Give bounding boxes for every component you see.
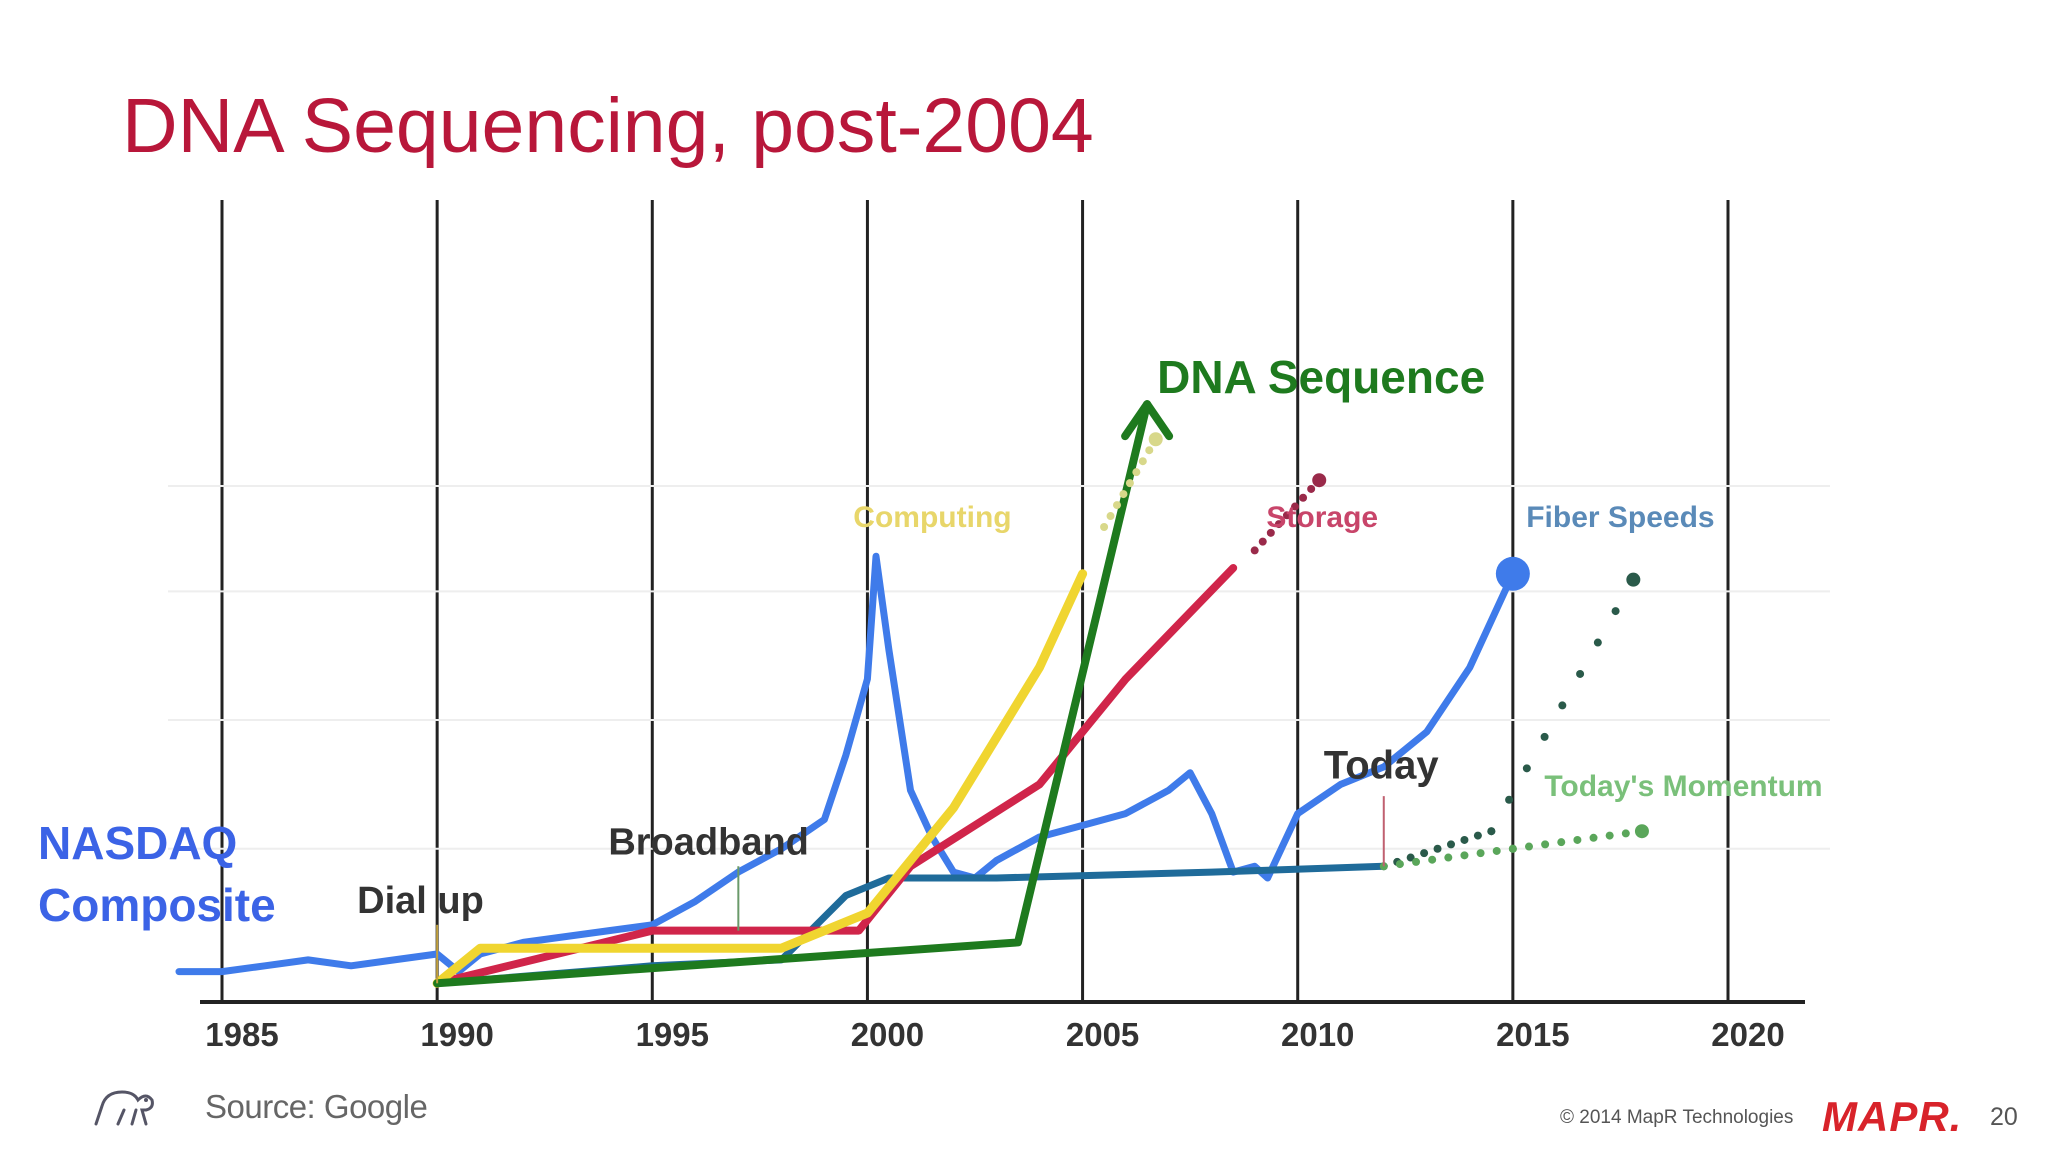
projection-dot-today-s-momentum	[1428, 855, 1437, 864]
projection-dot-fiber-speeds	[1522, 764, 1531, 773]
copyright-text: © 2014 MapR Technologies	[1560, 1107, 1794, 1128]
projection-dot-today-s-momentum	[1605, 831, 1614, 840]
projection-dot-fiber-speeds	[1487, 827, 1496, 836]
projection-dot-today-s-momentum	[1508, 844, 1517, 853]
projection-dot-computing	[1125, 479, 1134, 488]
projection-dot-storage	[1307, 484, 1316, 493]
projection-dot-storage	[1282, 511, 1291, 520]
annotation-storage: Storage	[1266, 501, 1378, 534]
projection-end-fiber-speeds	[1626, 572, 1641, 587]
projection-dot-storage	[1266, 528, 1275, 537]
projection-dot-storage	[1258, 537, 1267, 546]
projection-dot-fiber-speeds	[1576, 669, 1585, 678]
projection-dot-fiber-speeds	[1420, 849, 1429, 858]
projection-dot-storage	[1250, 546, 1259, 555]
projection-dot-computing	[1138, 457, 1147, 466]
projection-dot-today-s-momentum	[1395, 860, 1404, 869]
series-line-computing	[432, 569, 1088, 988]
projection-end-storage	[1312, 473, 1327, 488]
projection-dot-today-s-momentum	[1589, 833, 1598, 842]
projection-dot-fiber-speeds	[1447, 840, 1456, 849]
x-tick-label-2010: 2010	[1281, 1016, 1354, 1053]
x-tick-label-2015: 2015	[1496, 1016, 1569, 1053]
series-line-fiber-speeds	[433, 862, 1388, 987]
x-tick-label-1985: 1985	[205, 1016, 278, 1053]
projection-dot-fiber-speeds	[1406, 853, 1415, 862]
projection-dot-today-s-momentum	[1557, 838, 1566, 847]
annotation-today: Today	[1324, 744, 1440, 788]
projection-dot-today-s-momentum	[1444, 853, 1453, 862]
projection-dot-today-s-momentum	[1573, 835, 1582, 844]
projection-dot-today-s-momentum	[1524, 842, 1533, 851]
nasdaq-composite-label: NASDAQ Composite	[38, 812, 276, 936]
annotation-broadband: Broadband	[608, 822, 809, 864]
projection-dot-computing	[1145, 446, 1154, 455]
projection-dot-computing	[1106, 512, 1115, 521]
projection-dot-computing	[1132, 468, 1141, 477]
projection-dot-computing	[1112, 501, 1121, 510]
projection-dot-today-s-momentum	[1492, 846, 1501, 855]
projection-dot-today-s-momentum	[1476, 849, 1485, 858]
projection-dot-computing	[1119, 490, 1128, 499]
projection-dot-computing	[1100, 523, 1109, 531]
annotation-today-s-momentum: Today's Momentum	[1544, 770, 1822, 803]
mapr-logo: MAPR.	[1822, 1093, 1963, 1140]
nasdaq-end-marker	[1495, 556, 1530, 591]
x-tick-label-2020: 2020	[1711, 1016, 1784, 1053]
projection-dot-fiber-speeds	[1505, 795, 1514, 804]
projection-end-computing	[1148, 432, 1163, 447]
annotation-computing: Computing	[853, 501, 1011, 534]
source-text: Source: Google	[205, 1088, 428, 1125]
series-line-storage	[433, 564, 1238, 988]
projection-dot-storage	[1274, 520, 1283, 529]
annotation-dna-sequence: DNA Sequence	[1157, 351, 1485, 403]
projection-dot-storage	[1299, 493, 1308, 502]
x-tick-label-1995: 1995	[636, 1016, 709, 1053]
nasdaq-label-line1: NASDAQ	[38, 817, 238, 869]
mapr-elephant-icon	[88, 1080, 168, 1135]
annotation-dial-up: Dial up	[357, 880, 484, 922]
dna-arrowhead	[1121, 400, 1174, 441]
projection-dot-today-s-momentum	[1541, 840, 1550, 849]
x-tick-label-2000: 2000	[851, 1016, 924, 1053]
page-number: 20	[1990, 1103, 2018, 1131]
projection-dot-fiber-speeds	[1558, 701, 1567, 710]
slide-title: DNA Sequencing, post-2004	[122, 83, 1094, 169]
projection-dot-today-s-momentum	[1412, 857, 1421, 866]
projection-dot-fiber-speeds	[1473, 831, 1482, 840]
projection-dot-fiber-speeds	[1540, 732, 1549, 741]
projection-dot-fiber-speeds	[1611, 607, 1620, 616]
series-line-dna-sequence	[433, 400, 1152, 988]
x-tick-label-1990: 1990	[420, 1016, 493, 1053]
projection-dot-today-s-momentum	[1621, 829, 1630, 838]
annotation-fiber-speeds: Fiber Speeds	[1526, 501, 1714, 534]
projection-dot-storage	[1291, 502, 1300, 511]
projection-dot-fiber-speeds	[1593, 638, 1602, 647]
x-tick-label-2005: 2005	[1066, 1016, 1139, 1053]
nasdaq-label-line2: Composite	[38, 879, 276, 931]
projection-dot-fiber-speeds	[1433, 844, 1442, 853]
projection-dot-fiber-speeds	[1460, 835, 1469, 844]
projection-dot-today-s-momentum	[1460, 851, 1469, 860]
projection-end-today-s-momentum	[1634, 824, 1649, 839]
